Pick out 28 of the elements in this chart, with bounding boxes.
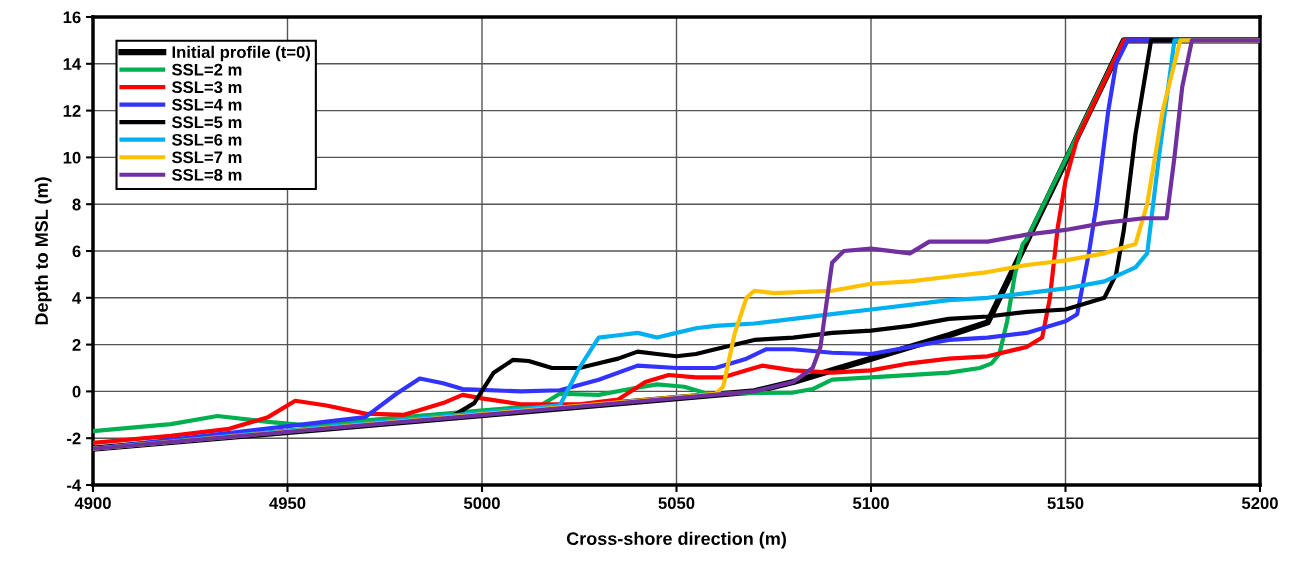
y-tick-label: 14 xyxy=(63,58,82,70)
y-tick-label: 10 xyxy=(63,151,81,164)
y-tick-label: 16 xyxy=(63,11,81,24)
y-tick-label: 6 xyxy=(72,245,81,258)
legend-label: SSL=2 m xyxy=(171,63,242,76)
x-tick-label: 5050 xyxy=(658,497,695,510)
y-tick-label: 12 xyxy=(63,105,81,117)
legend-label: SSL=3 m xyxy=(171,81,242,94)
y-tick-label: 8 xyxy=(72,198,81,211)
x-tick-label: 5150 xyxy=(1047,497,1084,510)
y-tick-label: -2 xyxy=(67,432,81,445)
y-tick-label: -4 xyxy=(67,479,82,492)
y-axis-title: Depth to MSL (m) xyxy=(34,177,52,325)
x-tick-label: 4950 xyxy=(269,497,306,510)
legend-label: SSL=7 m xyxy=(171,151,242,164)
legend-label: SSL=6 m xyxy=(171,133,242,146)
legend-label: SSL=4 m xyxy=(171,98,242,111)
y-tick-label: 0 xyxy=(72,385,81,398)
y-tick-label: 2 xyxy=(72,339,81,351)
legend-label: Initial profile (t=0) xyxy=(172,45,311,62)
legend-label: SSL=8 m xyxy=(171,168,242,181)
x-axis-title: Cross-shore direction (m) xyxy=(566,531,786,549)
y-tick-label: 4 xyxy=(72,292,82,304)
legend-label: SSL=5 m xyxy=(171,116,242,129)
x-tick-label: 4900 xyxy=(74,497,111,510)
x-tick-label: 5100 xyxy=(852,497,889,510)
x-tick-label: 5000 xyxy=(463,497,500,510)
x-tick-label: 5200 xyxy=(1241,497,1278,510)
